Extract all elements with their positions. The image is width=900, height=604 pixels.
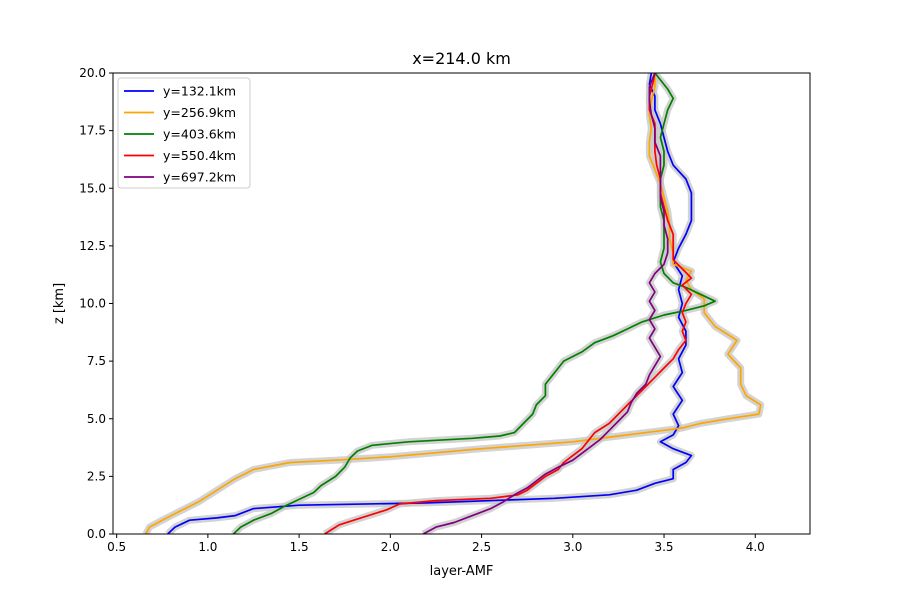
y-tick-label: 5.0 [87,412,106,426]
x-tick-label: 0.5 [107,540,126,554]
legend-label: y=256.9km [163,105,236,120]
series-line-2 [145,73,762,534]
x-tick-label: 2.5 [472,540,491,554]
y-axis: 0.0 2.5 5.0 7.5 10.0 12.5 15.0 17.5 20.0 [79,66,113,541]
y-tick-label: 17.5 [79,124,106,138]
y-tick-label: 20.0 [79,66,106,80]
x-axis: 0.5 1.0 1.5 2.0 2.5 3.0 3.5 4.0 [107,534,765,554]
legend-box [117,77,251,189]
y-axis-label: z [km] [52,283,67,324]
x-tick-label: 1.5 [290,540,309,554]
chart-title: x=214.0 km [412,49,511,68]
series-line-5 [422,73,669,534]
x-tick-label: 3.5 [654,540,673,554]
series-lines [145,73,762,534]
y-tick-label: 0.0 [87,527,106,541]
y-tick-label: 7.5 [87,354,106,368]
x-tick-label: 4.0 [746,540,765,554]
x-tick-label: 3.0 [563,540,582,554]
x-tick-label: 2.0 [381,540,400,554]
x-axis-label: layer-AMF [430,564,494,579]
series-line-1 [167,73,693,534]
legend-label: y=697.2km [163,170,236,185]
y-tick-label: 15.0 [79,181,106,195]
series-line-3 [232,73,716,534]
legend: y=132.1km y=256.9km y=403.6km y=550.4km y=69… [117,77,251,189]
y-tick-label: 12.5 [79,239,106,253]
y-tick-label: 2.5 [87,469,106,483]
x-tick-label: 1.0 [198,540,217,554]
y-tick-label: 10.0 [79,297,106,311]
legend-label: y=132.1km [163,84,236,99]
legend-label: y=550.4km [163,148,236,163]
legend-label: y=403.6km [163,127,236,142]
